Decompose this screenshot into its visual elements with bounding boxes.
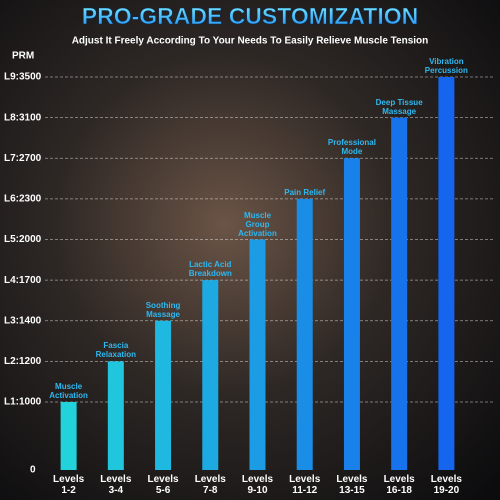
bar: [296, 198, 313, 470]
bar: [202, 280, 219, 470]
bar-annotation: Fascia Relaxation: [95, 341, 137, 360]
bar-annotation-box: Vibration Percussion: [424, 57, 468, 75]
x-tick-box: Levels 3-4: [100, 474, 132, 496]
bar: [249, 239, 266, 470]
x-tick-box: Levels 9-10: [241, 474, 274, 496]
bar-annotation-box: Lactic Acid Breakdown: [188, 260, 232, 279]
y-tick-label: L2:1200: [4, 356, 42, 367]
chart-subtitle: Adjust It Freely According To Your Needs…: [72, 36, 429, 47]
bar-annotation: Lactic Acid Breakdown: [188, 260, 232, 279]
x-tick-label: Levels 16-18: [383, 474, 415, 496]
x-tick-box: Levels 16-18: [383, 474, 415, 496]
x-tick-label: Levels 3-4: [100, 474, 132, 496]
bar-annotation-box: Muscle Activation: [49, 382, 88, 400]
y-tick-label: L5:2000: [4, 234, 42, 245]
y-tick-label: L6:2300: [4, 194, 42, 205]
x-tick-label: Levels 1-2: [53, 474, 85, 496]
bar-annotation: Professional Mode: [327, 138, 376, 157]
bar-annotation-box: Professional Mode: [327, 138, 376, 157]
x-tick-box: Levels 11-12: [289, 474, 321, 496]
y-tick-label: L3:1400: [4, 315, 42, 326]
x-tick-box: Levels 1-2: [53, 474, 85, 496]
bar-annotation: Soothing Massage: [145, 300, 181, 319]
bar-annotation: Muscle Group Activation: [238, 210, 277, 238]
bar: [107, 361, 124, 470]
y-tick-label: L1:1000: [4, 397, 42, 408]
bar-annotation-box: Muscle Group Activation: [238, 210, 277, 238]
bar-annotation: Deep Tissue Massage: [375, 97, 423, 116]
x-tick-box: Levels 5-6: [147, 474, 179, 496]
y-tick-label: L8:3100: [4, 112, 42, 123]
bar-annotation: Muscle Activation: [49, 382, 88, 400]
x-tick-box: Levels 19-20: [430, 474, 462, 496]
y-tick-label: L4:1700: [4, 275, 42, 286]
bar-annotation-box: Deep Tissue Massage: [375, 97, 423, 116]
bar: [438, 77, 455, 470]
chart-title: PRO-GRADE CUSTOMIZATION: [82, 3, 418, 29]
y-tick-label: L9:3500: [4, 72, 42, 83]
bar-annotation-box: Pain Relief: [284, 187, 326, 197]
y-tick-label: L7:2700: [4, 153, 42, 164]
x-tick-label: Levels 7-8: [194, 474, 226, 496]
x-tick-label: Levels 13-15: [336, 474, 368, 496]
bar: [391, 117, 408, 470]
x-tick-box: Levels 13-15: [336, 474, 368, 496]
x-tick-label: Levels 19-20: [430, 474, 462, 496]
bar-annotation: Vibration Percussion: [424, 57, 468, 75]
bar: [155, 320, 172, 470]
bar-annotation-box: Fascia Relaxation: [95, 341, 137, 360]
x-tick-box: Levels 7-8: [194, 474, 226, 496]
x-tick-label: Levels 5-6: [147, 474, 179, 496]
y-tick-label: 0: [30, 465, 36, 476]
x-tick-label: Levels 11-12: [289, 474, 321, 496]
bar: [343, 158, 360, 470]
bar-annotation: Pain Relief: [284, 187, 326, 197]
y-axis-label: PRM: [12, 51, 34, 62]
x-tick-label: Levels 9-10: [241, 474, 274, 496]
bar-annotation-box: Soothing Massage: [145, 300, 181, 319]
bar: [60, 402, 77, 470]
